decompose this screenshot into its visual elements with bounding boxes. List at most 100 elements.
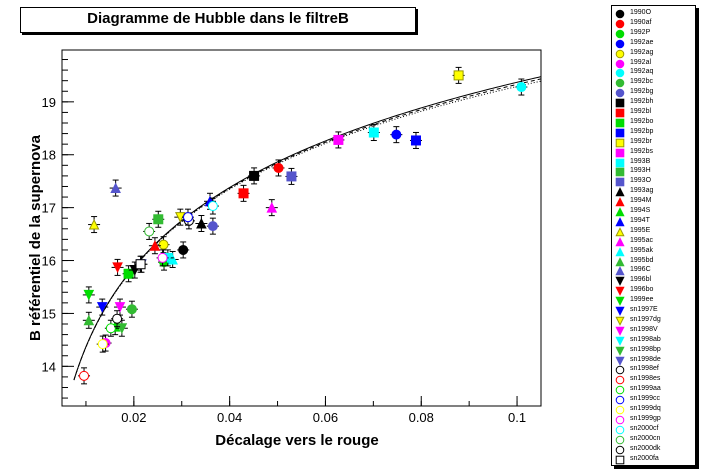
legend-item: sn1998ef [614,365,694,375]
data-point-1996C [110,182,121,194]
legend-marker [615,226,625,237]
legend-label: 1994T [630,216,650,224]
data-point-1995bd [83,314,95,326]
legend-marker-1993ag [615,187,625,197]
legend-item: 1994T [614,217,694,227]
data-point-sn1997E [96,302,108,313]
legend-marker-sn1999cc [615,395,625,405]
legend-label: sn1997dg [630,315,661,323]
legend-label: 1992bg [630,88,654,96]
legend-marker-1995ak [615,246,625,256]
legend-label: 1995bd [630,256,654,264]
data-point-1993B [368,127,379,138]
legend-label: 1990O [630,9,652,16]
legend-marker [615,356,625,366]
legend-marker-1992bh [615,98,625,108]
legend-marker [615,177,625,187]
legend-item: 1992bc [614,78,694,88]
legend-marker-1996bo [615,286,625,297]
plot-frame [61,49,542,407]
x-tick-label: 0.08 [409,410,434,425]
legend-marker [615,435,625,444]
data-point-1994M [149,240,161,251]
legend-marker-1993O [615,177,625,187]
legend-marker [615,256,625,266]
data-point-1995ak [167,253,178,265]
legend-label: 1996bo [630,286,654,294]
legend-marker-sn2000dk [615,445,625,454]
chart-title-box: Diagramme de Hubble dans le filtreB [20,7,416,33]
legend-marker-1990O [615,9,625,19]
y-tick-label: 17 [42,201,56,216]
legend-marker-sn1997dg [615,316,625,326]
legend-marker [615,108,625,118]
legend-item: sn1998bp [614,346,694,356]
legend-item: 1996bl [614,276,694,287]
legend-marker [615,29,625,39]
legend-label: 1994S [630,207,651,214]
legend-marker-sn2000cn [615,435,625,444]
legend-marker-sn1998bp [615,346,625,356]
model-curve-dotted [73,80,542,381]
legend-label: 1993ag [630,187,654,195]
legend-label: sn1997E [630,306,658,313]
legend-marker-sn1998de [615,356,625,366]
legend-label: 1992bp [630,127,654,135]
legend-marker-sn1998ab [615,336,625,346]
legend-marker [615,207,625,217]
legend-item: 1992al [614,59,694,69]
data-point-sn2000dk [112,313,123,324]
legend-item: 1994S [614,207,694,217]
data-point-1993ag [196,217,207,229]
legend-label: sn1998V [630,325,658,333]
x-axis-ticks: 0.02 0.04 0.06 0.08 0.1 [85,396,526,425]
legend-marker-sn2000fa [615,455,625,464]
legend-label: 1994M [630,197,652,205]
data-point-1993O [286,171,297,182]
legend-label: 1995ac [630,236,653,244]
legend-item: 1993H [614,167,694,177]
legend-item: sn1998es [614,375,694,385]
legend-label: 1992bc [630,78,653,86]
data-point-sn2000cn [144,226,155,237]
legend-marker [615,236,625,246]
legend-marker [615,405,625,415]
legend-item: 1992ag [614,49,694,59]
legend-marker-1993H [615,168,625,177]
data-point-sn2000fa [135,259,146,270]
legend-marker [615,59,625,68]
legend-label: 1992ag [630,48,654,56]
legend-marker-1992br [615,138,625,147]
legend-marker [615,148,625,157]
legend-marker-1995E [615,226,625,237]
y-tick-label: 15 [42,306,56,321]
x-axis-label: Décalage vers le rouge [215,432,378,449]
legend-marker [615,306,625,316]
y-tick-label: 18 [42,148,56,163]
legend-label: sn2000cn [630,434,661,442]
legend-item: 1995bd [614,257,694,267]
legend-label: 1995ak [630,246,653,254]
data-point-1990O [178,244,189,255]
legend-marker [615,346,625,356]
legend-label: sn1998ab [630,335,661,343]
legend-label: 1992ae [630,38,654,46]
legend-label: 1992al [630,58,652,66]
legend-marker [615,455,625,464]
legend-marker-1999ee [615,296,625,307]
legend-marker-1992bl [615,108,625,118]
legend-marker [615,316,625,326]
legend-item: 1992bg [614,88,694,98]
data-point-1992ag [158,239,169,250]
legend-marker [615,385,625,395]
legend-item: 1992bp [614,128,694,138]
x-tick-label: 0.06 [313,410,338,425]
x-tick-label: 0.04 [217,410,242,425]
legend-item: sn1999cc [614,395,694,405]
legend-label: 1993O [630,177,652,185]
legend-label: sn1999cc [630,395,660,403]
legend-item: 1992bl [614,108,694,118]
x-tick-label: 0.02 [121,410,146,425]
data-point-sn1998V [114,302,126,313]
legend-label: 1993B [630,157,651,165]
